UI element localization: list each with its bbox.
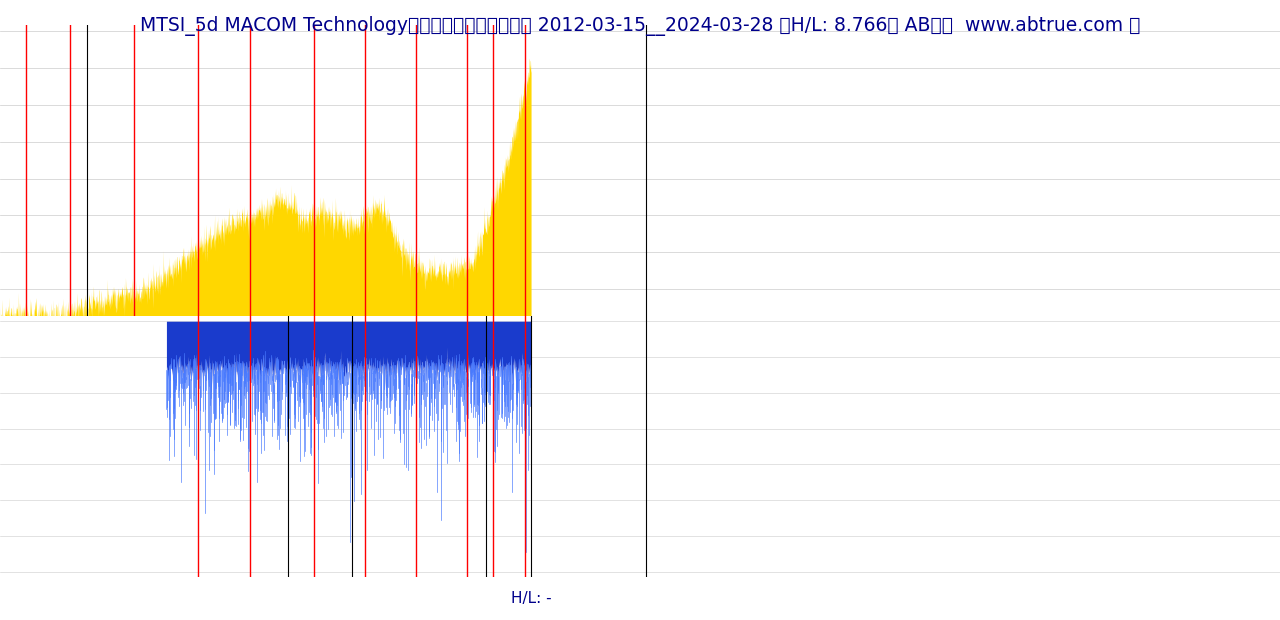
Text: H/L: -: H/L: - [511,591,552,606]
Text: MTSI_5d MACOM Technology（半导体产品与设备）（ 2012-03-15__2024-03-28 ）H/L: 8.766（ AB量化  ww: MTSI_5d MACOM Technology（半导体产品与设备）（ 2012… [140,16,1140,35]
